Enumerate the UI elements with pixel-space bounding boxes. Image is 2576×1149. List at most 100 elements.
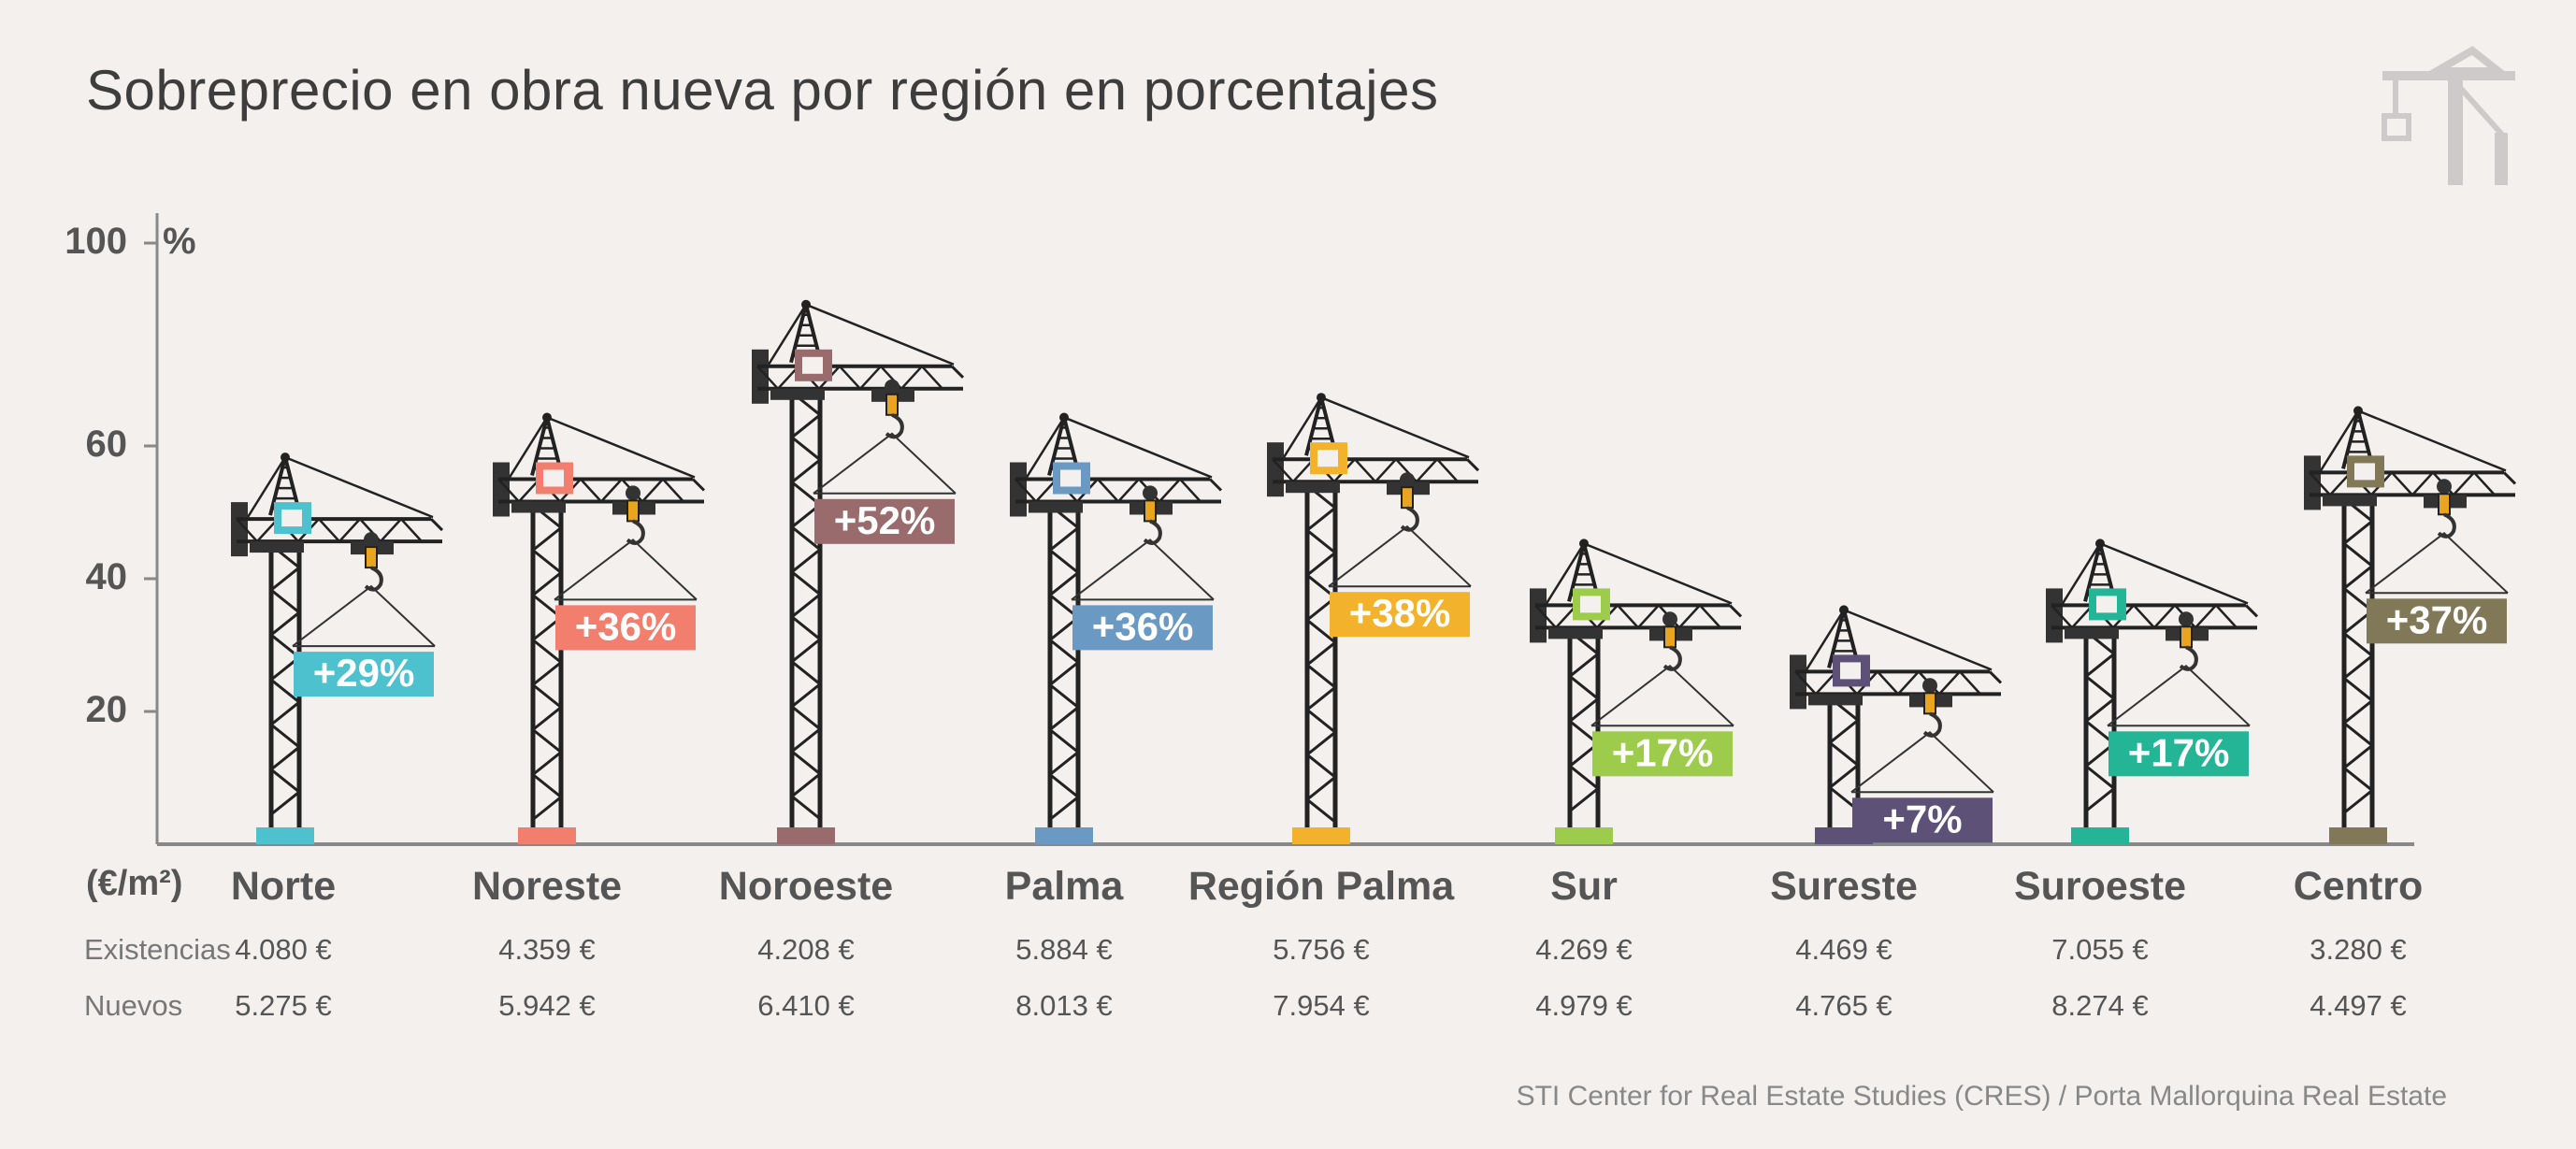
- crane-jib-lattice: [1534, 603, 1721, 630]
- y-tick-label: 40: [85, 556, 128, 597]
- crane-hook-weight: [2438, 493, 2451, 516]
- crane-hook-weight: [1923, 692, 1936, 715]
- crane-sling: [554, 539, 698, 601]
- icon-mast: [2448, 73, 2463, 185]
- value-label: +37%: [2386, 597, 2488, 641]
- icon-leg: [2495, 133, 2508, 185]
- crane-cable: [284, 455, 434, 519]
- crane-hook-block: [1143, 485, 1158, 501]
- crane-sling: [1328, 524, 1472, 587]
- crane-hook: [1922, 711, 1942, 738]
- region-label: Centro: [2293, 864, 2424, 909]
- crane-jib-bracket: [2323, 495, 2377, 507]
- crane-hook-block: [1922, 678, 1937, 694]
- value-label: +29%: [313, 651, 415, 695]
- value-label: +17%: [2128, 730, 2230, 774]
- crane-jib-tip: [429, 518, 444, 532]
- value-label-box: [1592, 731, 1733, 777]
- nuevos-value: 7.954 €: [1273, 989, 1370, 1022]
- crane-sling: [1850, 730, 1994, 794]
- value-label: +52%: [834, 498, 936, 542]
- crane-cabin-window: [1060, 469, 1081, 487]
- crane-jib-lattice: [1272, 457, 1459, 484]
- crane-jib-lattice: [2051, 603, 2238, 630]
- chart-title: Sobreprecio en obra nueva por región en …: [86, 59, 1439, 122]
- crane-sling: [2365, 531, 2509, 595]
- crane-cable: [1843, 609, 1993, 671]
- y-tick-label: 20: [85, 689, 128, 730]
- crane-9: +37%: [2304, 406, 2517, 844]
- region-label: Noreste: [471, 864, 623, 909]
- crane-cabin-window: [281, 510, 302, 527]
- crane-cabin-window: [2096, 596, 2117, 613]
- crane-base: [2329, 827, 2387, 844]
- crane-sling: [1071, 539, 1215, 601]
- value-label-box: [1072, 605, 1213, 651]
- crane-cabin-window: [802, 356, 823, 374]
- crane-jib-lattice: [236, 517, 423, 543]
- crane-5: +38%: [1267, 393, 1480, 844]
- crane-hook-weight: [365, 546, 378, 569]
- crane-hook-block: [1662, 611, 1677, 627]
- crane-hook-block: [2437, 479, 2452, 495]
- crane-jib-lattice: [497, 477, 684, 504]
- row-label-existencias: Existencias: [84, 933, 231, 966]
- source-note: STI Center for Real Estate Studies (CRES…: [1516, 1081, 2447, 1112]
- crane-hook-block: [626, 485, 640, 501]
- crane-cable: [2357, 409, 2507, 472]
- crane-cabin-window: [2354, 463, 2375, 481]
- crane-cable: [1583, 542, 1733, 605]
- crane-3: +52%: [752, 299, 965, 844]
- crane-jib-bracket: [1548, 627, 1603, 639]
- crane-hook-weight: [2180, 625, 2193, 649]
- existencias-value: 5.884 €: [1015, 933, 1113, 966]
- crane-back-cable: [1025, 416, 1066, 479]
- construction-crane-icon: [2382, 46, 2515, 185]
- crane-back-cable: [508, 416, 549, 479]
- icon-brace: [2453, 80, 2505, 136]
- crane-mast-lattice: [268, 543, 302, 816]
- crane-jib-bracket: [2065, 627, 2119, 639]
- crane-base: [1035, 827, 1093, 844]
- region-label: Región Palma: [1187, 864, 1455, 909]
- region-label: Noroeste: [718, 864, 894, 909]
- crane-cable: [2099, 542, 2249, 605]
- crane-2: +36%: [493, 412, 706, 844]
- crane-cabin-window: [1317, 450, 1338, 467]
- value-label: +17%: [1612, 730, 1714, 774]
- crane-jib-lattice: [1794, 669, 1981, 697]
- crane-jib-lattice: [756, 364, 943, 391]
- existencias-value: 4.208 €: [757, 933, 855, 966]
- region-label: Suroeste: [2013, 864, 2186, 909]
- y-axis-label: %: [163, 221, 196, 262]
- crane-hook-block: [364, 532, 379, 548]
- crane-hook-weight: [1401, 486, 1414, 510]
- crane-hook: [1400, 506, 1419, 532]
- value-label-box: [2108, 731, 2249, 777]
- crane-mast-lattice: [789, 391, 823, 820]
- crane-hook: [364, 566, 383, 592]
- crane-7: +7%: [1790, 605, 2003, 844]
- value-label-box: [294, 652, 434, 697]
- crane-mast-lattice: [1827, 697, 1861, 811]
- existencias-value: 4.269 €: [1535, 933, 1633, 966]
- existencias-value: 7.055 €: [2051, 933, 2149, 966]
- crane-4: +36%: [1010, 412, 1223, 844]
- crane-jib-bracket: [250, 541, 304, 553]
- value-label-box: [1330, 592, 1470, 638]
- existencias-value: 4.359 €: [498, 933, 596, 966]
- crane-hook-weight: [885, 393, 899, 416]
- crane-sling: [292, 584, 436, 647]
- crane-mast-lattice: [1567, 630, 1601, 812]
- crane-hook: [885, 412, 904, 439]
- crane-jib-tip: [1728, 604, 1743, 618]
- nuevos-value: 6.410 €: [757, 989, 855, 1022]
- nuevos-value: 4.765 €: [1795, 989, 1892, 1022]
- crane-back-cable: [2319, 409, 2360, 472]
- nuevos-value: 4.979 €: [1535, 989, 1633, 1022]
- crane-cable: [805, 303, 955, 366]
- existencias-value: 5.756 €: [1273, 933, 1370, 966]
- crane-jib-tip: [2244, 604, 2259, 618]
- crane-cable: [1320, 396, 1470, 459]
- crane-hook-weight: [1663, 625, 1677, 649]
